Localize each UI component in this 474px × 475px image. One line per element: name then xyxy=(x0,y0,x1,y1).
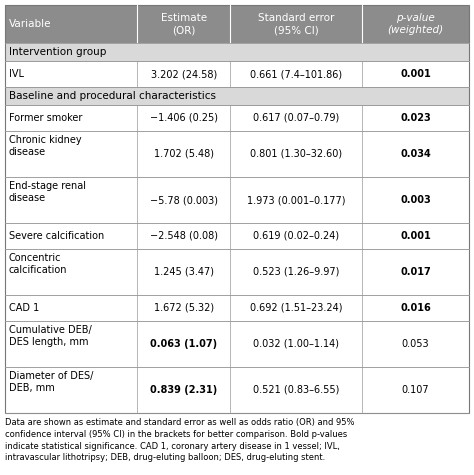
Bar xyxy=(5,131,469,177)
Text: 0.063 (1.07): 0.063 (1.07) xyxy=(150,339,217,349)
Text: Baseline and procedural characteristics: Baseline and procedural characteristics xyxy=(9,91,216,101)
Text: Cumulative DEB/
DES length, mm: Cumulative DEB/ DES length, mm xyxy=(9,324,92,347)
Text: Standard error
(95% CI): Standard error (95% CI) xyxy=(258,13,334,35)
Text: 0.001: 0.001 xyxy=(400,231,431,241)
Text: 0.839 (2.31): 0.839 (2.31) xyxy=(150,385,217,395)
Text: Intervention group: Intervention group xyxy=(9,48,106,57)
Text: Data are shown as estimate and standard error as well as odds ratio (OR) and 95%: Data are shown as estimate and standard … xyxy=(5,418,355,462)
Bar xyxy=(5,367,469,413)
Text: Concentric
calcification: Concentric calcification xyxy=(9,253,67,275)
Text: 0.692 (1.51–23.24): 0.692 (1.51–23.24) xyxy=(250,303,342,313)
Text: 1.245 (3.47): 1.245 (3.47) xyxy=(154,267,214,277)
Text: 0.617 (0.07–0.79): 0.617 (0.07–0.79) xyxy=(253,113,339,123)
Text: 0.032 (1.00–1.14): 0.032 (1.00–1.14) xyxy=(253,339,339,349)
Text: 0.523 (1.26–9.97): 0.523 (1.26–9.97) xyxy=(253,267,339,277)
Bar xyxy=(5,5,469,413)
Text: 1.973 (0.001–0.177): 1.973 (0.001–0.177) xyxy=(247,195,346,205)
Bar xyxy=(5,295,469,321)
Bar xyxy=(5,87,469,105)
Text: 3.202 (24.58): 3.202 (24.58) xyxy=(151,69,217,79)
Bar xyxy=(5,223,469,249)
Text: CAD 1: CAD 1 xyxy=(9,303,39,313)
Text: 0.801 (1.30–32.60): 0.801 (1.30–32.60) xyxy=(250,149,342,159)
Text: 0.661 (7.4–101.86): 0.661 (7.4–101.86) xyxy=(250,69,342,79)
Text: 0.053: 0.053 xyxy=(402,339,429,349)
Text: 0.107: 0.107 xyxy=(402,385,429,395)
Text: 0.016: 0.016 xyxy=(400,303,431,313)
Text: 0.017: 0.017 xyxy=(400,267,431,277)
Text: −2.548 (0.08): −2.548 (0.08) xyxy=(150,231,218,241)
Bar xyxy=(5,321,469,367)
Text: 0.034: 0.034 xyxy=(400,149,431,159)
Text: −5.78 (0.003): −5.78 (0.003) xyxy=(150,195,218,205)
Bar xyxy=(5,105,469,131)
Text: Estimate
(OR): Estimate (OR) xyxy=(161,13,207,35)
Text: IVL: IVL xyxy=(9,69,24,79)
Bar xyxy=(5,249,469,295)
Text: p-value
(weighted): p-value (weighted) xyxy=(388,13,444,35)
Text: 1.702 (5.48): 1.702 (5.48) xyxy=(154,149,214,159)
Text: Variable: Variable xyxy=(9,19,52,29)
Text: Former smoker: Former smoker xyxy=(9,113,82,123)
Text: 1.672 (5.32): 1.672 (5.32) xyxy=(154,303,214,313)
Text: Diameter of DES/
DEB, mm: Diameter of DES/ DEB, mm xyxy=(9,371,93,393)
Text: 0.521 (0.83–6.55): 0.521 (0.83–6.55) xyxy=(253,385,339,395)
Text: 0.001: 0.001 xyxy=(400,69,431,79)
Text: End-stage renal
disease: End-stage renal disease xyxy=(9,181,86,203)
Bar xyxy=(5,5,469,44)
Bar xyxy=(5,44,469,61)
Bar xyxy=(5,61,469,87)
Text: 0.619 (0.02–0.24): 0.619 (0.02–0.24) xyxy=(253,231,339,241)
Text: 0.023: 0.023 xyxy=(400,113,431,123)
Text: −1.406 (0.25): −1.406 (0.25) xyxy=(150,113,218,123)
Text: Severe calcification: Severe calcification xyxy=(9,231,104,241)
Text: 0.003: 0.003 xyxy=(400,195,431,205)
Bar xyxy=(5,177,469,223)
Text: Chronic kidney
disease: Chronic kidney disease xyxy=(9,135,82,157)
